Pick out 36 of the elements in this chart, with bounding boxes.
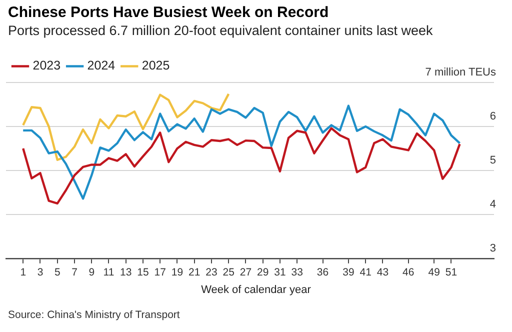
x-tick-label: 23 xyxy=(206,266,218,279)
x-tick-label: 29 xyxy=(257,266,269,279)
x-tick-label: 21 xyxy=(188,266,200,279)
x-tick-label: 5 xyxy=(54,266,60,279)
x-tick-label: 31 xyxy=(274,266,286,279)
x-tick-label: 27 xyxy=(240,266,252,279)
x-tick-label: 25 xyxy=(222,266,235,279)
y-tick-label: 3 xyxy=(490,242,496,254)
x-axis-title: Week of calendar year xyxy=(200,284,312,296)
x-tick-label: 41 xyxy=(360,266,372,279)
x-tick-label: 19 xyxy=(171,266,184,279)
y-tick-label: 6 xyxy=(490,110,496,123)
x-tick-label: 46 xyxy=(402,266,414,279)
x-tick-label: 49 xyxy=(428,266,440,279)
x-tick-label: 3 xyxy=(37,266,44,279)
chart-title: Chinese Ports Have Busiest Week on Record xyxy=(8,4,329,21)
x-tick-label: 36 xyxy=(316,266,329,279)
x-tick-label: 39 xyxy=(342,266,354,279)
y-tick-label: 7 million TEUs xyxy=(425,66,496,79)
x-tick-label: 43 xyxy=(376,266,389,279)
x-tick-label: 51 xyxy=(445,266,458,279)
legend-label: 2024 xyxy=(87,58,116,73)
x-tick-label: 15 xyxy=(137,266,149,279)
chart-subtitle: Ports processed 6.7 million 20-foot equivalent container units last week xyxy=(8,23,433,38)
x-tick-label: 17 xyxy=(154,266,166,279)
x-tick-label: 11 xyxy=(103,266,114,279)
x-tick-label: 7 xyxy=(72,266,78,279)
x-tick-label: 33 xyxy=(291,266,304,279)
legend-label: 2025 xyxy=(142,58,170,73)
x-tick-label: 13 xyxy=(120,266,132,279)
x-tick-label: 9 xyxy=(88,266,95,279)
y-tick-label: 5 xyxy=(490,154,496,166)
legend-label: 2023 xyxy=(32,58,61,73)
y-tick-label: 4 xyxy=(490,198,496,210)
x-tick-label: 1 xyxy=(20,266,26,279)
source-note: Source: China's Ministry of Transport xyxy=(8,309,180,321)
